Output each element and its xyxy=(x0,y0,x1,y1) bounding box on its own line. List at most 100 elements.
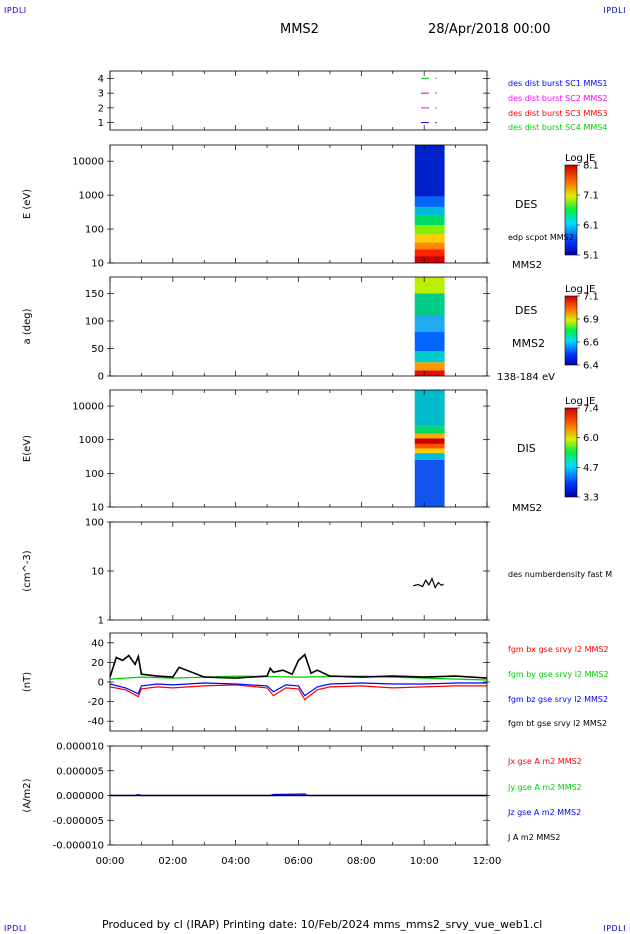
fgm-legend-3: fgm bt gse srvy l2 MMS2 xyxy=(508,719,607,728)
dis_energy-colorbar-tick-label-3: 3.3 xyxy=(583,493,599,504)
current-legend-0: Jx gse A m2 MMS2 xyxy=(507,757,582,766)
des_energy-right-label-1: edp scpot MMS2 xyxy=(508,233,574,242)
des_energy-heatmap-band-3 xyxy=(414,234,445,243)
dis_energy-heatmap-band-6 xyxy=(414,426,445,434)
des_energy-colorbar xyxy=(564,164,578,256)
fgm-legend-2: fgm bz gse srvy l2 MMS2 xyxy=(508,695,608,704)
current-legend-2: Jz gse A m2 MMS2 xyxy=(507,808,581,817)
des_energy-colorbar-tick-label-2: 6.1 xyxy=(583,221,599,232)
burst-ytick-label-3: 4 xyxy=(98,74,104,85)
des_pitch-colorbar xyxy=(564,295,578,366)
des_pitch-heatmap-band-1 xyxy=(414,362,445,371)
des_energy-ylabel: E (eV) xyxy=(22,189,33,219)
density-frame xyxy=(109,521,488,621)
des_pitch-right-label-2: 138-184 eV xyxy=(497,372,555,383)
des_energy-heatmap-band-5 xyxy=(414,215,445,226)
burst-legend-2: des dist burst SC3 MMS3 xyxy=(508,109,607,118)
dis_energy-heatmap-band-1 xyxy=(414,453,445,460)
des_pitch-ytick-label-1: 50 xyxy=(91,344,104,355)
des_pitch-ytick-label-0: 0 xyxy=(98,372,104,383)
density-legend-0: des numberdensity fast M xyxy=(508,570,612,579)
current-legend-3: J A m2 MMS2 xyxy=(507,833,560,842)
burst-legend-0: des dist burst SC1 MMS1 xyxy=(508,79,607,88)
dis_energy-ytick-label-0: 10 xyxy=(91,503,104,514)
dis_energy-ytick-label-3: 10000 xyxy=(72,402,104,413)
current-ytick-label-2: 0.000000 xyxy=(56,791,104,802)
des_pitch-ylabel: a (deg) xyxy=(22,308,33,344)
density-ytick-label-0: 1 xyxy=(98,616,104,627)
dis_energy-heatmap-band-0 xyxy=(414,459,445,507)
dis_energy-heatmap-band-5 xyxy=(414,433,445,439)
des_pitch-colorbar-tick-label-3: 6.4 xyxy=(583,361,599,372)
des_energy-heatmap-band-6 xyxy=(414,206,445,216)
dis_energy-heatmap-band-4 xyxy=(414,438,445,444)
current-ylabel: (A/m2) xyxy=(22,778,33,812)
des_energy-right-label-0: DES xyxy=(515,198,537,211)
des_pitch-colorbar-tick-label-0: 7.1 xyxy=(583,292,599,303)
des_pitch-colorbar-tick-label-2: 6.6 xyxy=(583,338,599,349)
des_energy-heatmap-band-4 xyxy=(414,225,445,235)
fgm-ytick-label-1: -20 xyxy=(88,697,104,708)
des_energy-colorbar-tick-label-0: 8.1 xyxy=(583,161,599,172)
dis_energy-colorbar xyxy=(564,407,578,498)
dis_energy-heatmap-band-3 xyxy=(414,443,445,449)
dis_energy-colorbar-tick-label-2: 4.7 xyxy=(583,463,599,474)
corner-label-top-right: IPDLI xyxy=(603,6,626,15)
dis_energy-ytick-label-2: 1000 xyxy=(79,435,104,446)
density-series-0 xyxy=(413,577,444,589)
des_energy-right-label-2: MMS2 xyxy=(512,260,542,271)
density-ytick-label-1: 10 xyxy=(91,567,104,578)
fgm-ytick-label-2: 0 xyxy=(98,678,104,689)
des_energy-heatmap-band-8 xyxy=(414,145,445,197)
density-ylabel: (cm^-3) xyxy=(22,550,33,591)
des_energy-ytick-label-2: 1000 xyxy=(79,191,104,202)
time-tick-label-0: 00:00 xyxy=(96,856,125,867)
current-ytick-label-3: 0.000005 xyxy=(56,766,104,777)
fgm-legend-1: fgm by gse srvy l2 MMS2 xyxy=(508,670,609,679)
des_energy-ytick-label-3: 10000 xyxy=(72,157,104,168)
des_pitch-heatmap-band-0 xyxy=(414,370,445,376)
des_pitch-colorbar-tick-label-1: 6.9 xyxy=(583,315,599,326)
fgm-ytick-label-3: 20 xyxy=(91,658,104,669)
dis_energy-heatmap-band-7 xyxy=(414,390,445,427)
burst-ytick-label-1: 2 xyxy=(98,103,104,114)
time-tick-label-6: 12:00 xyxy=(473,856,502,867)
dis_energy-ylabel: E(eV) xyxy=(22,435,33,462)
des_pitch-right-label-1: MMS2 xyxy=(512,337,545,350)
des_pitch-right-label-0: DES xyxy=(515,304,537,317)
burst-ytick-label-0: 1 xyxy=(98,118,104,129)
density-ytick-label-2: 100 xyxy=(85,518,104,529)
des_pitch-heatmap-band-2 xyxy=(414,351,445,363)
fgm-ylabel: (nT) xyxy=(22,672,33,692)
dis_energy-colorbar-tick-label-0: 7.4 xyxy=(583,404,599,415)
des_pitch-ytick-label-2: 100 xyxy=(85,317,104,328)
time-tick-label-5: 10:00 xyxy=(410,856,439,867)
des_pitch-heatmap-band-6 xyxy=(414,277,445,294)
des_pitch-heatmap-band-3 xyxy=(414,332,445,352)
dis_energy-right-label-0: DIS xyxy=(517,442,536,455)
des_pitch-colorbar-title: Log JE xyxy=(565,284,595,295)
date-title: 28/Apr/2018 00:00 xyxy=(428,22,551,37)
dis_energy-ytick-label-1: 100 xyxy=(85,469,104,480)
current-ytick-label-4: 0.000010 xyxy=(56,742,104,753)
des_energy-ytick-label-0: 10 xyxy=(91,259,104,270)
burst-legend-3: des dist burst SC4 MMS4 xyxy=(508,123,607,132)
des_energy-ytick-label-1: 100 xyxy=(85,225,104,236)
des_energy-heatmap-band-1 xyxy=(414,249,445,257)
des_energy-heatmap-band-0 xyxy=(414,256,445,263)
des_energy-heatmap-band-7 xyxy=(414,196,445,207)
fgm-series-3 xyxy=(109,653,488,679)
footer-text: Produced by cl (IRAP) Printing date: 10/… xyxy=(102,918,543,931)
fgm-frame xyxy=(109,632,488,732)
des_energy-colorbar-tick-label-1: 7.1 xyxy=(583,191,599,202)
dis_energy-colorbar-tick-label-1: 6.0 xyxy=(583,433,599,444)
fgm-legend-0: fgm bx gse srvy l2 MMS2 xyxy=(508,645,609,654)
fgm-series-0 xyxy=(109,684,487,701)
time-tick-label-1: 02:00 xyxy=(158,856,187,867)
des_energy-colorbar-title: Log JE xyxy=(565,153,595,164)
des_energy-heatmap-band-2 xyxy=(414,242,445,250)
time-tick-label-2: 04:00 xyxy=(221,856,250,867)
des_energy-colorbar-tick-label-3: 5.1 xyxy=(583,251,599,262)
burst-ytick-label-2: 3 xyxy=(98,89,104,100)
des_pitch-ytick-label-3: 150 xyxy=(85,289,104,300)
